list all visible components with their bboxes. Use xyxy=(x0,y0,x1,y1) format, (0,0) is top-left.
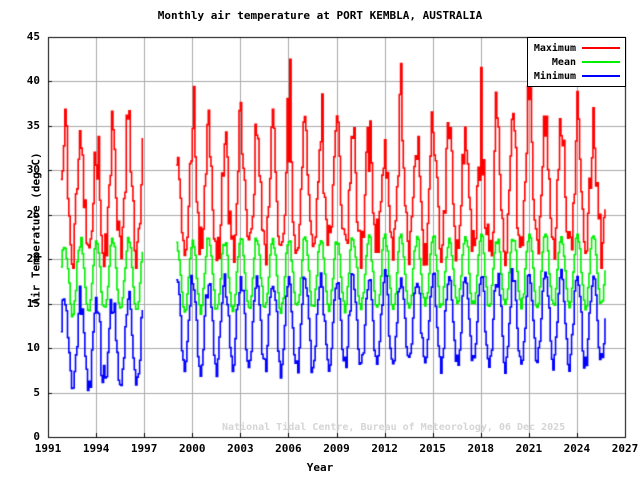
y-tick-45: 45 xyxy=(26,30,40,43)
legend-swatch-minimum xyxy=(582,75,620,77)
x-axis-title: Year xyxy=(306,461,334,474)
x-tick-2018: 2018 xyxy=(467,442,495,455)
y-tick-15: 15 xyxy=(26,296,40,310)
y-tick-20: 20 xyxy=(26,252,40,266)
y-tick-40: 40 xyxy=(26,74,40,88)
y-tick-10: 10 xyxy=(26,341,40,355)
x-tick-2024: 2024 xyxy=(563,442,591,455)
chart-title: Monthly air temperature at PORT KEMBLA, … xyxy=(157,9,483,22)
x-tick-1994: 1994 xyxy=(82,442,110,455)
y-tick-35: 35 xyxy=(26,118,40,132)
x-tick-2003: 2003 xyxy=(227,442,254,455)
legend-label-mean: Mean xyxy=(551,56,576,68)
x-tick-1997: 1997 xyxy=(130,442,158,455)
legend-swatch-maximum xyxy=(582,47,620,49)
x-tick-1991: 1991 xyxy=(34,442,62,455)
y-tick-0: 0 xyxy=(33,430,40,443)
x-tick-2000: 2000 xyxy=(179,442,206,455)
x-tick-2006: 2006 xyxy=(275,442,302,455)
x-tick-2012: 2012 xyxy=(371,442,398,455)
legend-entry-mean: Mean xyxy=(534,55,620,69)
x-tick-2015: 2015 xyxy=(419,442,446,455)
y-tick-30: 30 xyxy=(26,163,40,177)
legend-swatch-mean xyxy=(582,61,620,63)
x-tick-2021: 2021 xyxy=(515,442,543,455)
legend-label-maximum: Maximum xyxy=(533,42,576,54)
y-axis-title: Air Temperature (deg C) xyxy=(29,152,43,305)
legend-label-minimum: Minimum xyxy=(533,70,576,82)
x-tick-2009: 2009 xyxy=(323,442,350,455)
x-tick-2027: 2027 xyxy=(611,442,639,455)
chart-legend: Maximum Mean Minimum xyxy=(526,37,626,87)
y-tick-25: 25 xyxy=(26,207,40,221)
y-tick-5: 5 xyxy=(33,385,40,399)
legend-entry-maximum: Maximum xyxy=(534,41,620,55)
legend-entry-minimum: Minimum xyxy=(534,69,620,83)
watermark-credit: National Tidal Centre, Bureau of Meteoro… xyxy=(222,422,566,433)
